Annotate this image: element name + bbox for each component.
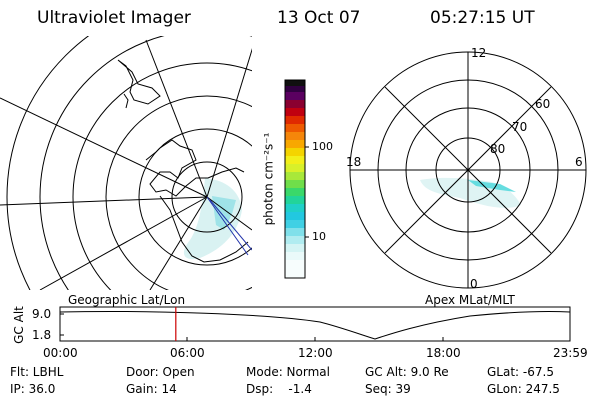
mlt-label-12: 12 [471, 46, 487, 60]
time-label: 05:27:15 UT [430, 8, 535, 28]
colorbar-unit-label: photon cm⁻²s⁻¹ [261, 132, 276, 226]
info-seq: Seq: 39 [365, 382, 411, 396]
info-glon: GLon: 247.5 [487, 382, 560, 396]
timeline-y-tick-1-8: 1.8 [32, 328, 52, 342]
timeline-x-tick-0000: 00:00 [43, 346, 78, 360]
timeline-x-tick-2359: 23:59 [553, 346, 588, 360]
colorbar [284, 79, 309, 279]
mlt-label-6: 6 [575, 155, 583, 169]
info-ip: IP: 36.0 [10, 382, 56, 396]
info-mode: Mode: Normal [246, 365, 330, 379]
info-door: Door: Open [126, 365, 195, 379]
colorbar-tick-100: 100 [312, 140, 333, 153]
info-gc-alt: GC Alt: 9.0 Re [365, 365, 449, 379]
info-dsp: Dsp: -1.4 [246, 382, 312, 396]
lat-label-70: 70 [512, 120, 528, 134]
timeline-left-title: Geographic Lat/Lon [68, 293, 186, 307]
info-gain: Gain: 14 [126, 382, 177, 396]
timeline-axis-label: GC Alt [11, 306, 26, 344]
timeline-x-tick-1800: 18:00 [426, 346, 461, 360]
colorbar-tick-10: 10 [312, 230, 326, 243]
mlt-label-18: 18 [346, 155, 362, 169]
timeline-plot [59, 306, 571, 342]
lat-label-80: 80 [490, 142, 506, 156]
timeline-right-title: Apex MLat/MLT [425, 293, 515, 307]
timeline-x-tick-0600: 06:00 [170, 346, 205, 360]
info-flt: Flt: LBHL [10, 365, 64, 379]
info-glat: GLat: -67.5 [487, 365, 554, 379]
timeline-y-tick-9: 9.0 [32, 307, 52, 321]
lat-label-60: 60 [535, 97, 551, 111]
app-title: Ultraviolet Imager [37, 8, 191, 28]
timeline-x-tick-1200: 12:00 [298, 346, 333, 360]
date-label: 13 Oct 07 [277, 8, 361, 28]
mlt-label-0: 0 [470, 277, 478, 291]
